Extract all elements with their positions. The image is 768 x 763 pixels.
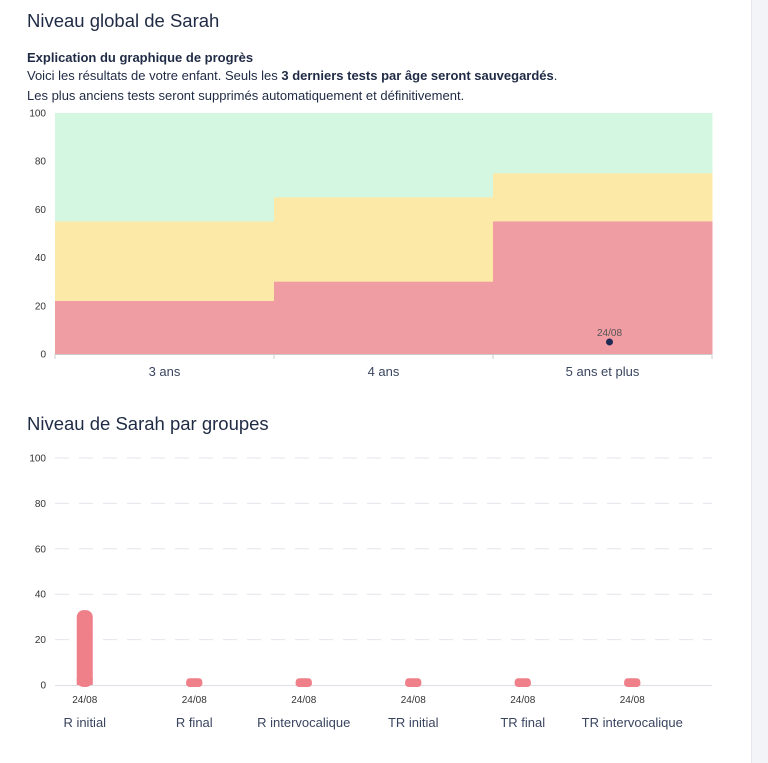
zone-red-3	[493, 221, 713, 354]
explanation-line-1: Voici les résultats de votre enfant. Seu…	[27, 68, 557, 83]
y-tick-label: 80	[35, 499, 47, 510]
explanation-text-end: .	[553, 68, 558, 83]
x-category-label: 4 ans	[368, 364, 400, 379]
global-progress-chart: 0 20 40 60 80 100 3 ans 4 ans 5 ans et plus 24/08	[29, 109, 713, 379]
y-tick-label: 100	[29, 109, 46, 120]
bar-date-label: 24/08	[510, 695, 535, 706]
x-category-label: TR initial	[388, 715, 439, 730]
zone-red-1	[55, 300, 275, 354]
y-tick-label: 80	[35, 157, 47, 168]
bar-date-label: 24/08	[291, 695, 316, 706]
groups-section-title: Niveau de Sarah par groupes	[27, 413, 269, 434]
x-category-label: 3 ans	[149, 364, 181, 379]
bar-base-1	[76, 678, 93, 685]
y-tick-label: 0	[40, 350, 46, 361]
bar-date-label: 24/08	[182, 695, 207, 706]
y-tick-label: 100	[29, 454, 46, 465]
y-tick-label: 40	[35, 253, 47, 264]
y-tick-label: 40	[35, 590, 47, 601]
data-point-label: 24/08	[597, 328, 622, 339]
page-title: Niveau global de Sarah	[27, 10, 220, 31]
y-tick-label: 60	[35, 205, 47, 216]
data-point	[606, 338, 613, 346]
explanation-bold-text: 3 derniers tests par âge seront sauvegar…	[281, 68, 554, 83]
bar-date-label: 24/08	[72, 695, 97, 706]
bar-date-label: 24/08	[401, 695, 426, 706]
x-category-label: TR intervocalique	[582, 715, 683, 730]
bar-base-4	[405, 681, 422, 685]
y-tick-label: 60	[35, 544, 47, 555]
bar-date-label: 24/08	[620, 695, 645, 706]
y-tick-label: 20	[35, 301, 47, 312]
bar-base-6	[624, 681, 641, 685]
x-category-label: R initial	[63, 715, 106, 730]
right-scroll-strip	[751, 0, 768, 763]
bar-1	[76, 610, 93, 687]
y-tick-label: 0	[40, 681, 46, 692]
zone-red-2	[274, 281, 494, 354]
bar-base-3	[295, 681, 312, 685]
explanation-text-start: Voici les résultats de votre enfant. Seu…	[27, 68, 282, 83]
explanation-title: Explication du graphique de progrès	[27, 50, 254, 65]
bar-base-5	[514, 681, 531, 685]
bar-base-2	[186, 681, 203, 685]
x-category-label: 5 ans et plus	[566, 364, 640, 379]
explanation-line-2: Les plus anciens tests seront supprimés …	[27, 88, 465, 103]
x-category-label: R intervocalique	[257, 715, 350, 730]
y-tick-label: 20	[35, 635, 47, 646]
x-category-label: R final	[176, 715, 213, 730]
x-category-label: TR final	[500, 715, 545, 730]
